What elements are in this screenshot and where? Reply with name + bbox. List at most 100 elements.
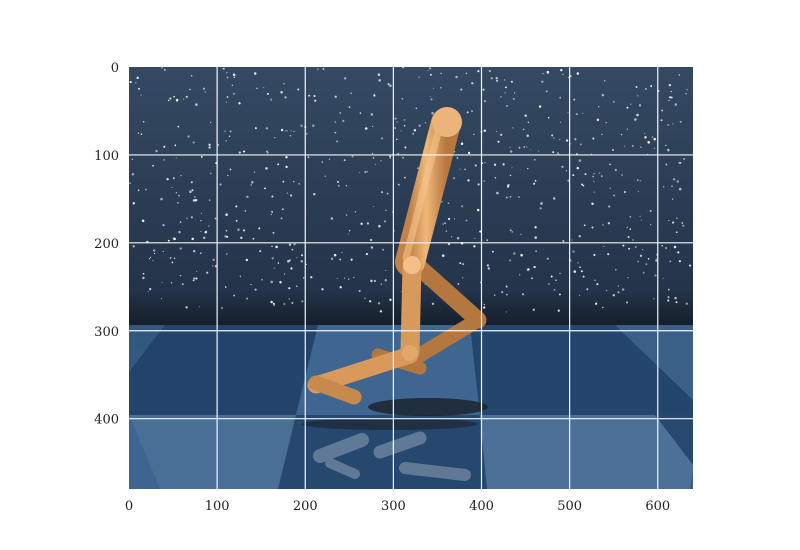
star <box>576 166 580 170</box>
star <box>451 236 453 238</box>
star <box>526 134 529 138</box>
y-axis: 0 100 200 300 400 <box>94 61 119 428</box>
star <box>348 230 351 232</box>
star <box>189 88 191 91</box>
star <box>386 192 389 195</box>
star <box>460 88 463 91</box>
star <box>665 247 667 249</box>
star <box>557 152 560 155</box>
star <box>642 271 645 274</box>
star <box>370 279 373 283</box>
star <box>682 224 685 227</box>
star <box>519 274 521 276</box>
star <box>685 302 689 305</box>
star <box>509 259 512 262</box>
star <box>313 94 316 98</box>
star <box>370 239 373 241</box>
star <box>212 258 215 262</box>
star <box>174 144 177 147</box>
star <box>377 73 381 76</box>
star <box>670 96 673 99</box>
star <box>640 146 642 148</box>
star <box>190 181 193 184</box>
star <box>400 130 402 132</box>
star <box>232 73 236 77</box>
star <box>345 214 348 216</box>
star <box>149 256 152 259</box>
star <box>171 261 174 264</box>
star <box>288 287 291 290</box>
star <box>668 99 670 102</box>
star <box>152 259 154 262</box>
star <box>567 112 569 114</box>
star <box>289 134 292 137</box>
star <box>131 172 135 176</box>
star <box>179 274 182 277</box>
star <box>593 253 596 257</box>
star <box>524 114 527 117</box>
star <box>674 103 678 106</box>
star <box>198 306 200 308</box>
star <box>142 272 145 275</box>
star <box>636 179 639 182</box>
star <box>669 260 672 263</box>
star <box>614 168 617 172</box>
star <box>598 172 601 174</box>
star <box>270 300 273 304</box>
star <box>593 181 595 183</box>
star <box>578 159 582 162</box>
star <box>638 104 642 107</box>
walker-torso-highlight <box>402 121 444 262</box>
star <box>605 121 607 124</box>
star <box>686 89 688 91</box>
star <box>402 156 405 159</box>
star <box>441 254 445 257</box>
star <box>364 127 368 130</box>
star <box>380 283 382 285</box>
star <box>171 186 173 189</box>
star <box>132 202 136 205</box>
x-tick-label: 600 <box>645 499 670 514</box>
star <box>429 73 432 76</box>
star <box>467 151 471 155</box>
star <box>195 277 198 280</box>
star <box>511 231 513 233</box>
star <box>244 210 247 212</box>
star <box>300 260 304 263</box>
star <box>500 96 502 98</box>
star <box>547 116 550 119</box>
star <box>581 183 584 186</box>
star <box>200 252 202 254</box>
star <box>483 306 486 309</box>
star <box>403 119 406 121</box>
star <box>161 281 163 283</box>
star <box>371 125 374 128</box>
star <box>290 194 293 197</box>
star <box>291 301 294 304</box>
star <box>401 97 404 100</box>
star <box>137 132 140 134</box>
star <box>404 146 407 149</box>
floor-tile <box>480 415 693 489</box>
star <box>535 250 537 252</box>
star <box>553 137 555 139</box>
star <box>559 138 561 141</box>
star <box>337 184 340 187</box>
star <box>140 94 142 96</box>
star <box>264 187 266 190</box>
star <box>286 192 289 194</box>
star <box>679 120 682 123</box>
star <box>403 124 406 127</box>
star <box>333 253 337 257</box>
star <box>271 210 274 213</box>
star <box>637 260 640 263</box>
star <box>277 262 280 264</box>
star <box>635 86 638 88</box>
star <box>167 99 170 102</box>
star <box>494 177 497 179</box>
star <box>572 174 575 177</box>
star <box>595 302 598 305</box>
star <box>196 270 198 273</box>
star <box>672 178 676 181</box>
